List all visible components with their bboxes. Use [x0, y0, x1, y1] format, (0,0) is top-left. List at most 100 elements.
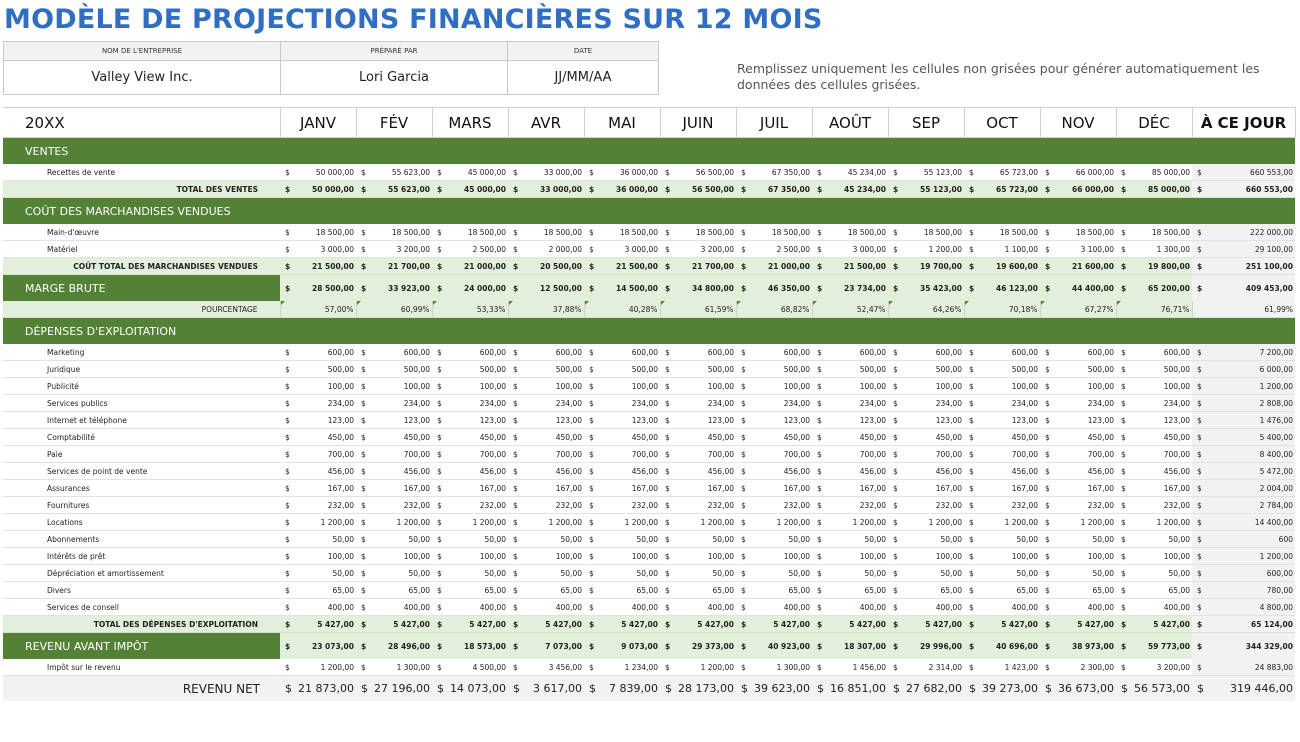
month-value-cell[interactable]: $400,00: [1040, 598, 1116, 616]
month-value-cell[interactable]: $36 000,00: [584, 164, 660, 181]
month-value-cell[interactable]: $700,00: [736, 445, 812, 463]
row-label[interactable]: Dépréciation et amortissement: [3, 564, 280, 582]
row-label[interactable]: Services publics: [3, 394, 280, 412]
month-value-cell[interactable]: $167,00: [508, 479, 584, 497]
month-value-cell[interactable]: $700,00: [660, 445, 736, 463]
month-value-cell[interactable]: $700,00: [432, 445, 508, 463]
month-value-cell[interactable]: $100,00: [964, 377, 1040, 395]
month-value-cell[interactable]: $400,00: [280, 598, 356, 616]
month-value-cell[interactable]: $450,00: [812, 428, 888, 446]
company-name-field[interactable]: Valley View Inc.: [3, 60, 281, 95]
month-value-cell[interactable]: $3 200,00: [356, 240, 432, 258]
row-label[interactable]: Internet et téléphone: [3, 411, 280, 429]
month-value-cell[interactable]: $50,00: [432, 530, 508, 548]
month-value-cell[interactable]: $400,00: [812, 598, 888, 616]
month-value-cell[interactable]: $3 000,00: [812, 240, 888, 258]
month-value-cell[interactable]: $1 200,00: [280, 659, 356, 676]
month-value-cell[interactable]: $65,00: [280, 581, 356, 599]
row-label[interactable]: Main-d'œuvre: [3, 224, 280, 241]
month-value-cell[interactable]: $700,00: [508, 445, 584, 463]
month-value-cell[interactable]: $400,00: [888, 598, 964, 616]
month-value-cell[interactable]: $1 300,00: [736, 659, 812, 676]
month-value-cell[interactable]: $167,00: [736, 479, 812, 497]
row-label[interactable]: Paie: [3, 445, 280, 463]
month-value-cell[interactable]: $167,00: [1040, 479, 1116, 497]
month-value-cell[interactable]: $600,00: [888, 344, 964, 361]
month-value-cell[interactable]: $50,00: [964, 530, 1040, 548]
month-value-cell[interactable]: $50,00: [964, 564, 1040, 582]
month-value-cell[interactable]: $65,00: [356, 581, 432, 599]
row-label[interactable]: Services de point de vente: [3, 462, 280, 480]
year-header[interactable]: 20XX: [3, 107, 281, 138]
month-value-cell[interactable]: $600,00: [584, 344, 660, 361]
month-value-cell[interactable]: $100,00: [1040, 377, 1116, 395]
month-value-cell[interactable]: $50 000,00: [280, 164, 356, 181]
month-value-cell[interactable]: $500,00: [280, 360, 356, 378]
row-label[interactable]: Intérêts de prêt: [3, 547, 280, 565]
month-value-cell[interactable]: $700,00: [964, 445, 1040, 463]
month-value-cell[interactable]: $700,00: [1116, 445, 1192, 463]
month-value-cell[interactable]: $100,00: [964, 547, 1040, 565]
month-value-cell[interactable]: $85 000,00: [1116, 164, 1192, 181]
month-value-cell[interactable]: $18 500,00: [584, 224, 660, 241]
month-value-cell[interactable]: $234,00: [508, 394, 584, 412]
month-value-cell[interactable]: $600,00: [736, 344, 812, 361]
month-value-cell[interactable]: $66 000,00: [1040, 164, 1116, 181]
month-value-cell[interactable]: $1 200,00: [432, 513, 508, 531]
month-value-cell[interactable]: $50,00: [736, 564, 812, 582]
row-label[interactable]: Matériel: [3, 240, 280, 258]
month-value-cell[interactable]: $3 200,00: [660, 240, 736, 258]
month-value-cell[interactable]: $450,00: [432, 428, 508, 446]
month-value-cell[interactable]: $167,00: [280, 479, 356, 497]
month-value-cell[interactable]: $100,00: [584, 547, 660, 565]
month-value-cell[interactable]: $450,00: [888, 428, 964, 446]
month-value-cell[interactable]: $600,00: [1040, 344, 1116, 361]
month-value-cell[interactable]: $500,00: [964, 360, 1040, 378]
month-value-cell[interactable]: $18 500,00: [508, 224, 584, 241]
month-value-cell[interactable]: $400,00: [356, 598, 432, 616]
month-value-cell[interactable]: $100,00: [584, 377, 660, 395]
month-value-cell[interactable]: $232,00: [1040, 496, 1116, 514]
month-value-cell[interactable]: $232,00: [584, 496, 660, 514]
month-value-cell[interactable]: $232,00: [812, 496, 888, 514]
month-value-cell[interactable]: $600,00: [1116, 344, 1192, 361]
row-label[interactable]: Publicité: [3, 377, 280, 395]
month-value-cell[interactable]: $500,00: [736, 360, 812, 378]
month-value-cell[interactable]: $600,00: [812, 344, 888, 361]
month-value-cell[interactable]: $232,00: [1116, 496, 1192, 514]
month-value-cell[interactable]: $100,00: [888, 377, 964, 395]
month-value-cell[interactable]: $2 300,00: [1040, 659, 1116, 676]
month-value-cell[interactable]: $400,00: [508, 598, 584, 616]
month-value-cell[interactable]: $232,00: [660, 496, 736, 514]
month-value-cell[interactable]: $234,00: [584, 394, 660, 412]
month-value-cell[interactable]: $600,00: [660, 344, 736, 361]
month-value-cell[interactable]: $1 200,00: [660, 513, 736, 531]
month-value-cell[interactable]: $400,00: [584, 598, 660, 616]
month-value-cell[interactable]: $50,00: [508, 564, 584, 582]
month-value-cell[interactable]: $700,00: [280, 445, 356, 463]
month-value-cell[interactable]: $600,00: [964, 344, 1040, 361]
month-value-cell[interactable]: $1 200,00: [356, 513, 432, 531]
month-value-cell[interactable]: $1 200,00: [888, 240, 964, 258]
month-value-cell[interactable]: $4 500,00: [432, 659, 508, 676]
month-value-cell[interactable]: $500,00: [584, 360, 660, 378]
month-value-cell[interactable]: $100,00: [736, 547, 812, 565]
month-value-cell[interactable]: $50,00: [356, 564, 432, 582]
month-value-cell[interactable]: $65,00: [1116, 581, 1192, 599]
month-value-cell[interactable]: $232,00: [280, 496, 356, 514]
row-label[interactable]: Comptabilité: [3, 428, 280, 446]
month-value-cell[interactable]: $234,00: [280, 394, 356, 412]
month-value-cell[interactable]: $1 200,00: [812, 513, 888, 531]
month-value-cell[interactable]: $18 500,00: [964, 224, 1040, 241]
month-value-cell[interactable]: $50,00: [888, 530, 964, 548]
month-value-cell[interactable]: $234,00: [1116, 394, 1192, 412]
month-value-cell[interactable]: $234,00: [812, 394, 888, 412]
month-value-cell[interactable]: $2 314,00: [888, 659, 964, 676]
month-value-cell[interactable]: $1 100,00: [964, 240, 1040, 258]
month-value-cell[interactable]: $100,00: [736, 377, 812, 395]
month-value-cell[interactable]: $167,00: [888, 479, 964, 497]
month-value-cell[interactable]: $45 234,00: [812, 164, 888, 181]
month-value-cell[interactable]: $234,00: [1040, 394, 1116, 412]
month-value-cell[interactable]: $3 100,00: [1040, 240, 1116, 258]
month-value-cell[interactable]: $1 200,00: [888, 513, 964, 531]
